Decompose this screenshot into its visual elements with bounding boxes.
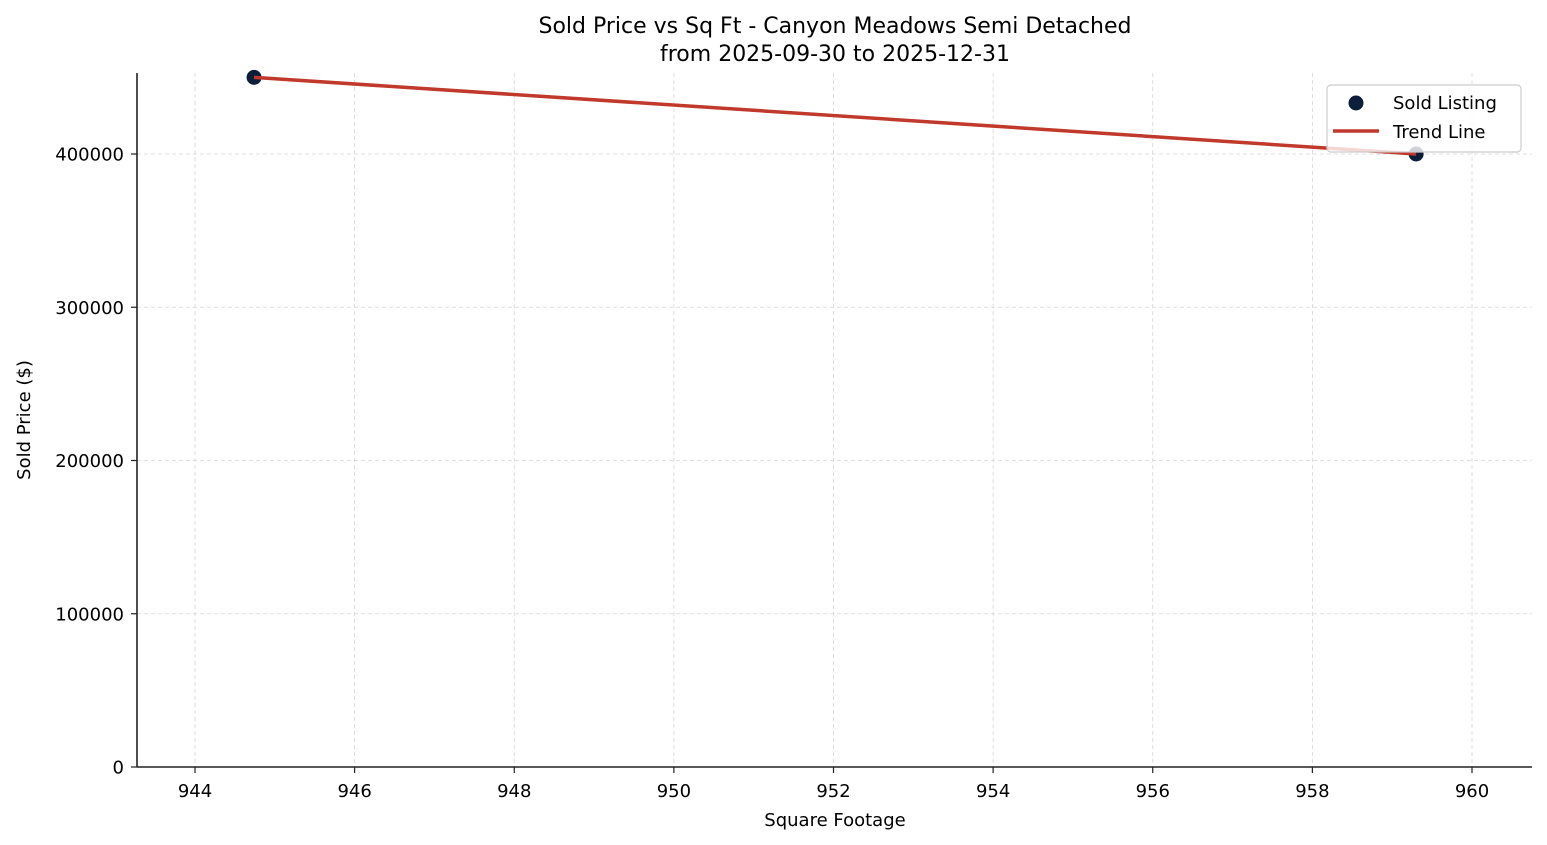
- x-tick-label: 954: [976, 781, 1010, 802]
- x-tick-label: 944: [178, 781, 212, 802]
- legend-label-sold-listing: Sold Listing: [1393, 93, 1497, 114]
- x-tick-label: 950: [657, 781, 691, 802]
- chart-subtitle: from 2025-09-30 to 2025-12-31: [660, 42, 1010, 67]
- y-tick-label: 0: [113, 758, 124, 779]
- x-tick-label: 946: [337, 781, 371, 802]
- legend-scatter-marker-icon: [1348, 95, 1364, 111]
- legend-label-trend-line: Trend Line: [1392, 122, 1486, 143]
- x-tick-label: 956: [1136, 781, 1170, 802]
- y-axis-label: Sold Price ($): [14, 360, 35, 480]
- legend-box: [1326, 84, 1522, 153]
- y-tick-label: 100000: [55, 604, 124, 625]
- y-axis-ticks: 0 100000 200000 300000 400000: [55, 145, 137, 779]
- y-tick-label: 400000: [55, 145, 124, 166]
- legend: Sold Listing Trend Line: [1326, 84, 1522, 153]
- x-tick-label: 952: [816, 781, 850, 802]
- trend-line: [253, 75, 1417, 156]
- trend-line-segment: [253, 75, 1417, 156]
- x-tick-label: 960: [1455, 781, 1489, 802]
- y-tick-label: 300000: [55, 298, 124, 319]
- grid-lines: [137, 73, 1532, 767]
- chart-title: Sold Price vs Sq Ft - Canyon Meadows Sem…: [539, 14, 1132, 39]
- x-axis-label: Square Footage: [764, 810, 905, 831]
- x-axis-ticks: 944 946 948 950 952 954 956 958 960: [178, 767, 1489, 802]
- x-tick-label: 948: [497, 781, 531, 802]
- y-tick-label: 200000: [55, 451, 124, 472]
- x-tick-label: 958: [1295, 781, 1329, 802]
